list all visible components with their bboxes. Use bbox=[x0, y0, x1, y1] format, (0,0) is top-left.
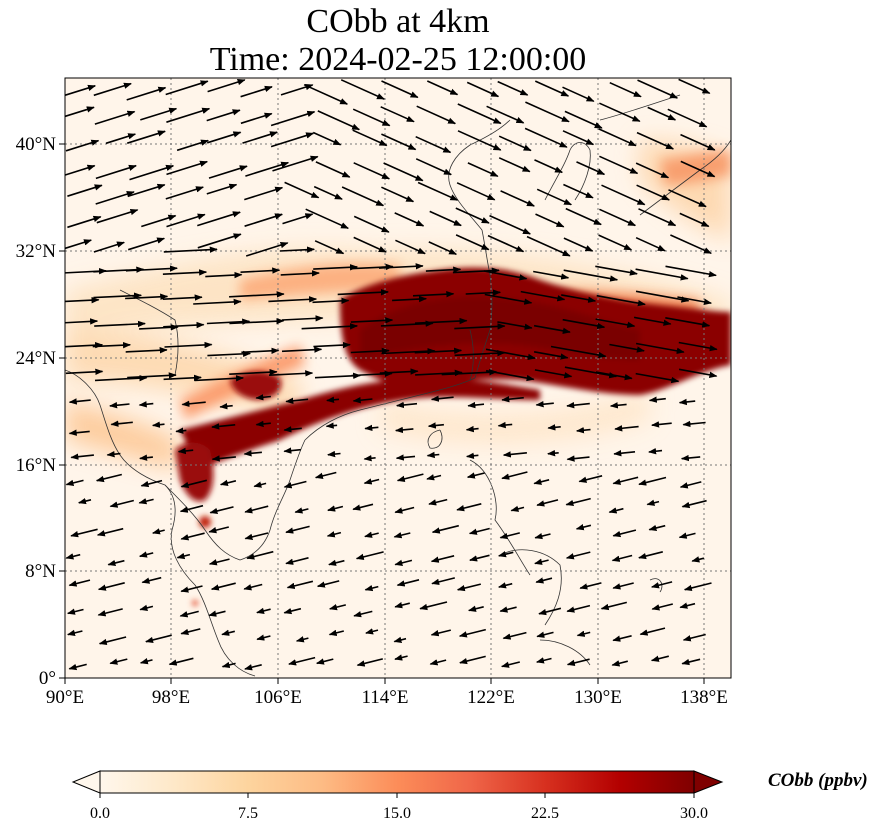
lon-tick-label: 138°E bbox=[680, 687, 728, 708]
colorbar-tick-label: 22.5 bbox=[531, 805, 559, 822]
lon-tick-label: 122°E bbox=[467, 687, 515, 708]
wind-vector bbox=[176, 430, 186, 431]
wind-vector bbox=[548, 453, 559, 454]
colorbar-label: CObb (ppbv) bbox=[768, 770, 868, 792]
map-figure: 90°E 98°E 106°E 114°E 122°E 130°E 138°E … bbox=[0, 0, 887, 836]
lat-tick-label: 8°N bbox=[25, 561, 56, 582]
colorbar-tick-label: 30.0 bbox=[680, 805, 708, 822]
lon-tick-label: 114°E bbox=[362, 687, 409, 708]
colorbar: 0.0 7.5 15.0 22.5 30.0 bbox=[73, 771, 722, 822]
lon-tick-label: 98°E bbox=[152, 687, 190, 708]
lat-tick-label: 32°N bbox=[16, 241, 57, 262]
lon-tick-label: 106°E bbox=[254, 687, 302, 708]
lat-tick-label: 16°N bbox=[16, 455, 57, 476]
lat-tick-label: 24°N bbox=[16, 348, 57, 369]
colorbar-tick-label: 0.0 bbox=[90, 805, 110, 822]
lon-tick-label: 130°E bbox=[574, 687, 622, 708]
colorbar-tick-label: 15.0 bbox=[383, 805, 411, 822]
lat-tick-label: 40°N bbox=[16, 134, 57, 155]
lon-tick-label: 90°E bbox=[46, 687, 84, 708]
colorbar-tick-label: 7.5 bbox=[238, 805, 258, 822]
lat-tick-label: 0° bbox=[39, 668, 56, 689]
wind-vector bbox=[327, 425, 338, 426]
